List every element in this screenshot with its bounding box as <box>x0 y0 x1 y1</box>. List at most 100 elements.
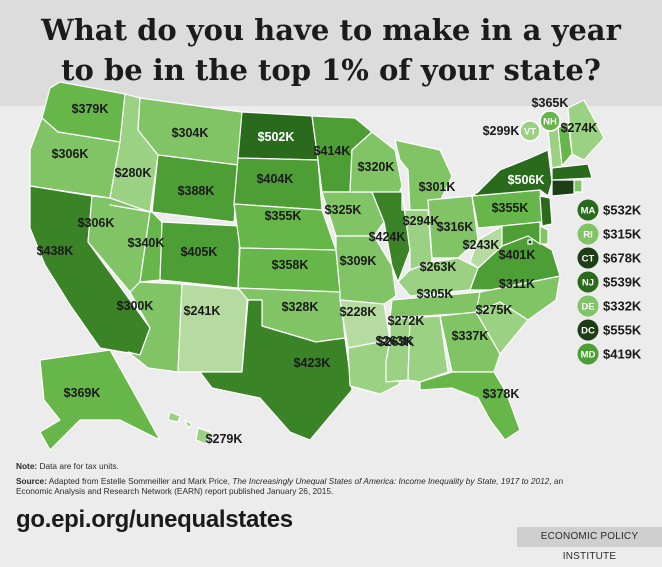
legend-value-ct: $678K <box>603 251 642 266</box>
legend-dot-ri <box>577 223 599 245</box>
state-ky <box>397 257 479 297</box>
state-de <box>539 225 549 245</box>
value-ms: $272K <box>388 314 425 328</box>
value-ne: $355K <box>265 209 302 223</box>
state-oh <box>427 195 479 259</box>
value-sc: $275K <box>476 303 513 317</box>
legend-value-nj: $539K <box>603 275 642 290</box>
state-wv <box>469 225 503 269</box>
value-oh: $316K <box>437 220 474 234</box>
state-tx <box>199 299 353 441</box>
state-md <box>501 221 541 247</box>
value-il: $424K <box>369 230 406 244</box>
legend-value-ma: $532K <box>603 203 642 218</box>
bubble-nh <box>539 110 561 132</box>
value-ak: $369K <box>64 386 101 400</box>
value-ut: $340K <box>128 236 165 250</box>
legend-dot-de <box>577 295 599 317</box>
legend-dot-dc <box>577 319 599 341</box>
source-url[interactable]: go.epi.org/unequalstates <box>16 506 293 533</box>
value-wa: $379K <box>72 102 109 116</box>
value-mn: $414K <box>314 144 351 158</box>
source-note: Source: Adapted from Estelle Sommeiller … <box>16 476 576 496</box>
page-title: What do you have to make in a year to be… <box>0 10 662 90</box>
legend-abbr-ri: RI <box>583 230 593 241</box>
state-mo <box>335 235 397 305</box>
value-mt: $304K <box>172 126 209 140</box>
state-dc <box>527 239 533 245</box>
source-title: The Increasingly Unequal States of Ameri… <box>232 476 550 486</box>
state-ct <box>551 179 575 197</box>
state-nj <box>539 195 553 227</box>
legend-abbr-ct: CT <box>582 254 595 265</box>
value-hi: $279K <box>206 432 243 446</box>
value-ar: $228K <box>340 305 377 319</box>
states-layer <box>29 81 605 451</box>
state-ak <box>39 349 161 451</box>
value-id: $280K <box>115 166 152 180</box>
value-fl: $378K <box>483 387 520 401</box>
bubble-vt <box>519 120 541 142</box>
value-pa: $355K <box>492 201 529 215</box>
legend-abbr-de: DE <box>581 302 594 313</box>
value-nh: $365K <box>532 96 569 110</box>
value-ok: $328K <box>282 300 319 314</box>
legend-value-ri: $315K <box>603 227 642 242</box>
value-al: $263K <box>376 334 413 348</box>
value-va: $401K <box>499 248 536 262</box>
value-me: $274K <box>561 121 598 135</box>
state-hi <box>167 411 211 445</box>
small-states-legend: MA $532K RI $315K CT $678K NJ $539K DE $332K DC $55… <box>577 199 642 365</box>
value-co: $405K <box>181 245 218 259</box>
value-wi: $320K <box>358 160 395 174</box>
legend-dot-ma <box>577 199 599 221</box>
value-mi: $301K <box>419 180 456 194</box>
value-wv: $243K <box>463 238 500 252</box>
value-sd: $404K <box>257 172 294 186</box>
state-nm <box>177 283 249 373</box>
us-map: $379K $306K $438K $280K $306K $304K $388K $340K… <box>29 81 642 451</box>
source-label: Source: <box>16 476 47 486</box>
value-ky: $263K <box>420 260 457 274</box>
value-vt: $299K <box>483 124 520 138</box>
value-la: $263K <box>378 335 415 349</box>
value-mo: $309K <box>340 254 377 268</box>
note-text: Data are for tax units. <box>39 461 119 471</box>
bubble-abbr-vt: VT <box>524 127 536 138</box>
title-line-1: What do you have to make in a year <box>41 13 621 47</box>
value-tx: $423K <box>294 356 331 370</box>
value-ia: $325K <box>325 203 362 217</box>
state-ri <box>573 179 583 193</box>
state-fl <box>419 371 521 441</box>
legend-value-dc: $555K <box>603 323 642 338</box>
value-ga: $337K <box>452 329 489 343</box>
legend-abbr-ma: MA <box>581 206 596 217</box>
legend-abbr-md: MD <box>581 350 596 361</box>
title-line-2: to be in the top 1% of your state? <box>61 53 601 87</box>
value-ks: $358K <box>272 258 309 272</box>
state-nc <box>475 275 561 321</box>
legend-abbr-dc: DC <box>581 326 595 337</box>
state-ma <box>551 163 593 181</box>
value-ca: $438K <box>37 244 74 258</box>
legend-dot-md <box>577 343 599 365</box>
footnotes: Note: Data are for tax units. Source: Ad… <box>16 461 576 501</box>
bubble-abbr-nh: NH <box>543 117 557 128</box>
publisher-badge: ECONOMIC POLICY INSTITUTE <box>517 527 662 562</box>
state-wy <box>151 154 239 223</box>
value-nc: $311K <box>499 277 535 291</box>
value-tn: $305K <box>417 287 454 301</box>
legend-abbr-nj: NJ <box>582 278 594 289</box>
value-or: $306K <box>52 147 89 161</box>
value-nv: $306K <box>78 216 115 230</box>
value-az: $300K <box>117 299 154 313</box>
state-ga <box>439 311 501 373</box>
legend-dot-ct <box>577 247 599 269</box>
value-nm: $241K <box>184 304 221 318</box>
value-wy: $388K <box>178 184 215 198</box>
note: Note: Data are for tax units. <box>16 461 576 471</box>
source-text-2: , an Economic Analysis and Research Netw… <box>16 476 564 496</box>
source-text-1: Adapted from Estelle Sommeiller and Mark… <box>48 476 230 486</box>
legend-value-de: $332K <box>603 299 642 314</box>
value-in: $294K <box>403 214 440 228</box>
